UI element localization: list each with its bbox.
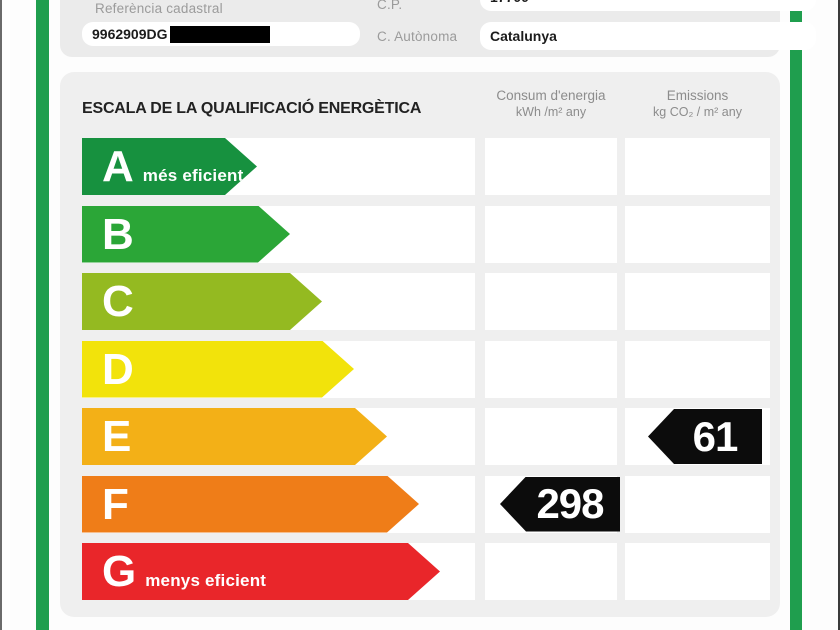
- row-A-consum-cell: [485, 138, 617, 195]
- rating-arrow-F: F: [82, 476, 419, 533]
- rating-letter-C: C: [102, 277, 134, 326]
- autonomous-community-value: Catalunya: [490, 28, 557, 44]
- rating-letter-D: D: [102, 344, 134, 394]
- row-D-consum-cell: [485, 340, 617, 398]
- rating-arrow-C: C: [82, 273, 322, 330]
- row-C-emis-cell: [625, 273, 770, 330]
- page-edge-right: [838, 0, 840, 630]
- row-B-consum-cell: [485, 205, 617, 263]
- row-F-emis-cell: [625, 475, 770, 533]
- row-C-consum-cell: [485, 273, 617, 330]
- cadastral-reference-value: 9962909DG: [92, 26, 168, 42]
- consum-header-line1: Consum d'energia: [496, 88, 606, 103]
- rating-letter-F: F: [102, 479, 129, 529]
- redaction-box: [169, 25, 270, 43]
- rating-letter-B: B: [102, 209, 134, 259]
- rating-note-A: més eficient: [142, 166, 244, 185]
- rating-letter-E: E: [102, 412, 132, 461]
- postal-code-value: 17700: [490, 0, 529, 5]
- rating-arrow-E: E: [82, 408, 387, 465]
- rating-arrow-D: D: [82, 341, 354, 398]
- energy-scale-panel: ESCALA DE LA QUALIFICACIÓ ENERGÈTICA Con…: [60, 72, 780, 617]
- frame-border-left: [36, 0, 49, 630]
- row-G-emis-cell: [625, 543, 770, 600]
- row-D-emis-cell: [625, 340, 770, 398]
- row-A-emis-cell: [625, 138, 770, 195]
- scale-title: ESCALA DE LA QUALIFICACIÓ ENERGÈTICA: [82, 100, 422, 117]
- row-E-consum-cell: [485, 408, 617, 465]
- consum-column-header: Consum d'energia kWh /m² any: [485, 87, 617, 121]
- rating-letter-A: A: [102, 142, 134, 191]
- emissions-column-header: Emissions kg CO₂ / m² any: [625, 87, 770, 121]
- cadastral-reference-input[interactable]: 9962909DG: [82, 22, 360, 46]
- emissions-header-line2: kg CO₂ / m² any: [653, 105, 742, 119]
- cadastral-reference-label: Referència cadastral: [95, 1, 223, 16]
- frame-border-right: [790, 0, 802, 630]
- postal-code-input[interactable]: 17700: [480, 0, 816, 11]
- emissions-rating-badge: 61: [648, 409, 762, 464]
- rating-arrow-B: B: [82, 206, 290, 263]
- rating-note-G: menys eficient: [145, 571, 267, 590]
- consum-rating-badge: 298: [500, 476, 620, 532]
- page-edge-left: [0, 0, 2, 630]
- rating-letter-G: G: [102, 547, 137, 596]
- postal-code-label: C.P.: [377, 0, 403, 12]
- emissions-header-line1: Emissions: [666, 88, 729, 103]
- row-G-consum-cell: [485, 543, 617, 600]
- consum-header-line2: kWh /m² any: [515, 105, 587, 119]
- form-panel: Referència cadastral 9962909DG C.P. 1770…: [60, 0, 816, 57]
- autonomous-community-label: C. Autònoma: [377, 29, 458, 44]
- row-B-emis-cell: [625, 205, 770, 263]
- autonomous-community-input[interactable]: Catalunya: [480, 22, 816, 50]
